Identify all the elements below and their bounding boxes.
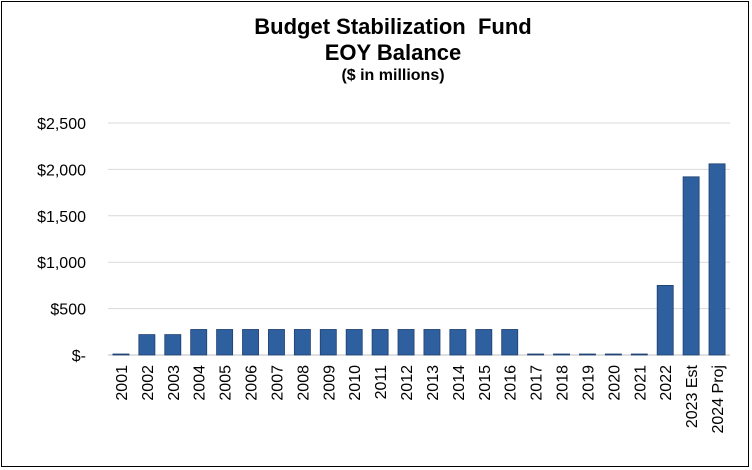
x-tick-label: 2005 [218, 365, 235, 401]
bar [527, 353, 545, 356]
x-tick-label: 2018 [555, 365, 572, 401]
y-tick-label: $2,500 [37, 116, 86, 133]
x-tick-label: 2021 [632, 365, 649, 401]
x-tick-label: 2004 [192, 365, 209, 401]
bar [604, 353, 622, 356]
x-tick-label: 2020 [606, 365, 623, 401]
bar [319, 329, 337, 356]
x-tick-label: 2002 [140, 365, 157, 401]
chart-titles: Budget Stabilization Fund EOY Balance ($… [0, 14, 752, 86]
x-tick-label: 2024 Proj [710, 365, 727, 434]
bar [397, 329, 415, 356]
x-tick-label: 2014 [451, 365, 468, 401]
x-tick-label: 2009 [321, 365, 338, 401]
x-tick-label: 2022 [658, 365, 675, 401]
bar [708, 163, 726, 356]
x-tick-label: 2001 [114, 365, 131, 401]
bar [553, 353, 570, 356]
chart-title-line1: Budget Stabilization Fund [254, 14, 532, 39]
chart-title-line2: EOY Balance [324, 40, 462, 65]
x-tick-label: 2011 [373, 365, 390, 400]
x-tick-label: 2007 [269, 365, 286, 401]
x-tick-label: 2015 [477, 365, 494, 401]
y-tick-label: $1,500 [37, 209, 86, 226]
bar [242, 329, 259, 356]
bar [190, 329, 208, 356]
x-tick-label: 2008 [295, 365, 312, 401]
x-tick-label: 2013 [425, 365, 442, 401]
bar [682, 176, 700, 356]
x-tick-label: 2006 [244, 365, 261, 401]
bar [216, 329, 234, 356]
x-tick-label: 2023 Est [684, 364, 701, 428]
bar [345, 329, 363, 356]
bar [501, 329, 519, 356]
y-tick-label: $2,000 [37, 162, 86, 179]
x-tick-label: 2017 [529, 365, 546, 401]
x-tick-label: 2012 [399, 365, 416, 401]
bar [138, 334, 156, 356]
bar [579, 353, 596, 356]
bar [293, 329, 311, 356]
bar [449, 329, 467, 356]
y-tick-label: $- [72, 348, 86, 365]
bar [112, 353, 130, 356]
bar [656, 284, 674, 356]
x-tick-label: 2010 [347, 365, 364, 401]
x-tick-label: 2003 [166, 365, 183, 401]
bar [475, 329, 493, 356]
bar [371, 329, 389, 356]
bar [423, 329, 441, 356]
x-tick-label: 2019 [580, 365, 597, 401]
bar [630, 353, 648, 356]
bar [268, 329, 285, 356]
y-tick-label: $1,000 [37, 255, 86, 272]
chart-subtitle: ($ in millions) [341, 67, 445, 84]
bar [164, 334, 182, 356]
y-tick-label: $500 [50, 302, 86, 319]
x-tick-label: 2016 [503, 365, 520, 401]
